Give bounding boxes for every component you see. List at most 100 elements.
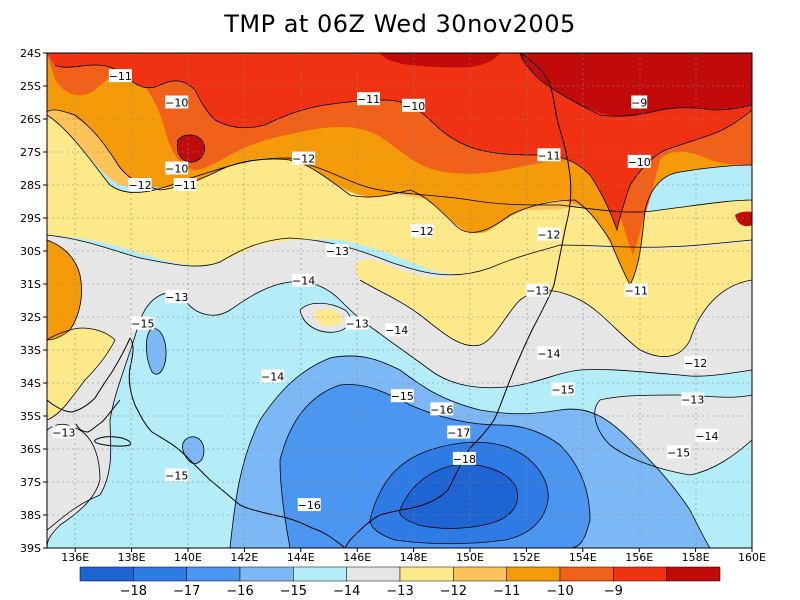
colorbar-label: −15 xyxy=(280,584,307,599)
contour-fill xyxy=(47,424,100,548)
contour-label: −16 xyxy=(430,402,453,416)
contour-label-text: −15 xyxy=(667,446,690,459)
contour-label-text: −11 xyxy=(109,70,132,83)
contour-label: −17 xyxy=(447,425,471,440)
colorbar-label: −9 xyxy=(604,584,623,599)
contour-label: −10 xyxy=(165,161,189,176)
contour-label-bg xyxy=(537,346,561,360)
lon-tick-label: 140E xyxy=(174,551,202,564)
lat-tick-label: 37S xyxy=(20,476,41,489)
contour-label: −12 xyxy=(292,151,315,166)
lat-tick-label: 32S xyxy=(20,311,41,324)
contour-label-bg xyxy=(165,468,189,482)
colorbar-label: −10 xyxy=(546,584,573,599)
contour-label-text: −14 xyxy=(385,324,408,337)
contour-label-bg xyxy=(292,273,316,287)
lat-tick-label: 27S xyxy=(20,146,41,159)
contour-label: −14 xyxy=(695,428,718,443)
contour-label: −13 xyxy=(526,283,549,298)
lat-tick-label: 34S xyxy=(20,377,41,390)
contour-line xyxy=(47,281,752,548)
lat-tick-label: 33S xyxy=(20,344,41,357)
colorbar-swatch xyxy=(453,566,507,582)
contour-label-text: −14 xyxy=(292,275,315,288)
contour-label-text: −14 xyxy=(695,430,718,443)
contour-label: −15 xyxy=(551,382,575,397)
colorbar-swatch xyxy=(399,566,454,582)
contour-label: −9 xyxy=(631,95,647,110)
colorbar-swatch xyxy=(293,566,347,582)
contour-label-bg xyxy=(356,92,380,106)
contour-label: −12 xyxy=(410,224,434,238)
contour-label-text: −15 xyxy=(391,390,414,403)
contour-label: −18 xyxy=(453,451,476,466)
contour-label-text: −11 xyxy=(357,93,380,106)
contour-label-bg xyxy=(297,498,321,512)
colorbar-label: −12 xyxy=(440,584,467,599)
lon-tick-label: 158E xyxy=(682,551,710,564)
coastline-gulf xyxy=(47,337,131,413)
contour-label-bg xyxy=(345,316,369,330)
contour-label: −12 xyxy=(537,227,561,242)
contour-label: −13 xyxy=(326,244,349,258)
contour-fill xyxy=(520,53,752,117)
contour-label-bg xyxy=(390,389,414,403)
contour-label-bg xyxy=(447,425,471,439)
contour-label-text: −11 xyxy=(174,179,197,192)
contour-line xyxy=(47,234,752,276)
contour-line xyxy=(279,384,591,548)
colorbar-swatch xyxy=(613,566,667,582)
lon-tick-label: 160E xyxy=(738,551,766,564)
contour-label: −16 xyxy=(298,498,321,512)
kangaroo-island xyxy=(94,436,131,447)
plot-frame xyxy=(46,52,753,549)
map-title: TMP at 06Z Wed 30nov2005 xyxy=(224,10,576,38)
contour-label: −11 xyxy=(625,283,648,298)
lon-tick-label: 156E xyxy=(625,551,653,564)
lon-tick-label: 136E xyxy=(61,551,89,564)
contour-label-bg xyxy=(537,148,561,162)
contour-label-text: −12 xyxy=(292,153,315,166)
colorbar-swatch xyxy=(346,566,401,582)
contour-label: −10 xyxy=(402,98,425,113)
contour-label-bg xyxy=(681,392,705,406)
lat-tick-label: 30S xyxy=(20,245,41,258)
contour-label-text: −11 xyxy=(537,149,560,162)
contour-label-bg xyxy=(261,369,285,383)
lon-tick-label: 150E xyxy=(456,551,484,564)
contour-fill xyxy=(735,211,752,227)
longitude-tick-labels: 136E 138E 140E 142E 144E 146E 148E 150E 152E 154E… xyxy=(61,548,766,564)
lat-tick-label: 35S xyxy=(20,410,41,423)
contour-label-text: −13 xyxy=(526,285,549,298)
contour-label: −13 xyxy=(681,392,705,407)
contour-label: −10 xyxy=(627,154,651,169)
lat-tick-label: 39S xyxy=(20,542,41,555)
contour-label-bg xyxy=(131,316,155,330)
contour-label: −13 xyxy=(165,290,188,304)
contour-label: −11 xyxy=(174,178,197,192)
contour-label: −14 xyxy=(537,346,561,360)
contour-label-text: −17 xyxy=(447,427,470,440)
contour-label-text: −15 xyxy=(131,318,154,331)
contour-label-bg xyxy=(173,178,197,191)
contour-fill xyxy=(47,240,82,340)
lat-tick-label: 24S xyxy=(20,47,41,60)
contour-label-bg xyxy=(325,244,349,257)
contour-line xyxy=(47,239,82,341)
contour-label-bg xyxy=(627,154,651,168)
contour-label: −12 xyxy=(128,178,152,192)
lon-tick-label: 138E xyxy=(118,551,146,564)
contour-label: −13 xyxy=(345,316,369,331)
colorbar-label: −11 xyxy=(493,584,520,599)
contour-label-bg xyxy=(551,382,575,396)
contour-label-text: −13 xyxy=(326,245,349,258)
contour-fill xyxy=(355,242,752,357)
lat-tick-label: 38S xyxy=(20,509,41,522)
contour-label-bg xyxy=(165,161,189,175)
contour-fill xyxy=(47,328,115,420)
contour-label-text: −12 xyxy=(684,357,707,370)
lat-tick-label: 25S xyxy=(20,80,41,93)
contour-label: −14 xyxy=(292,273,316,288)
contour-label: −11 xyxy=(109,69,132,83)
